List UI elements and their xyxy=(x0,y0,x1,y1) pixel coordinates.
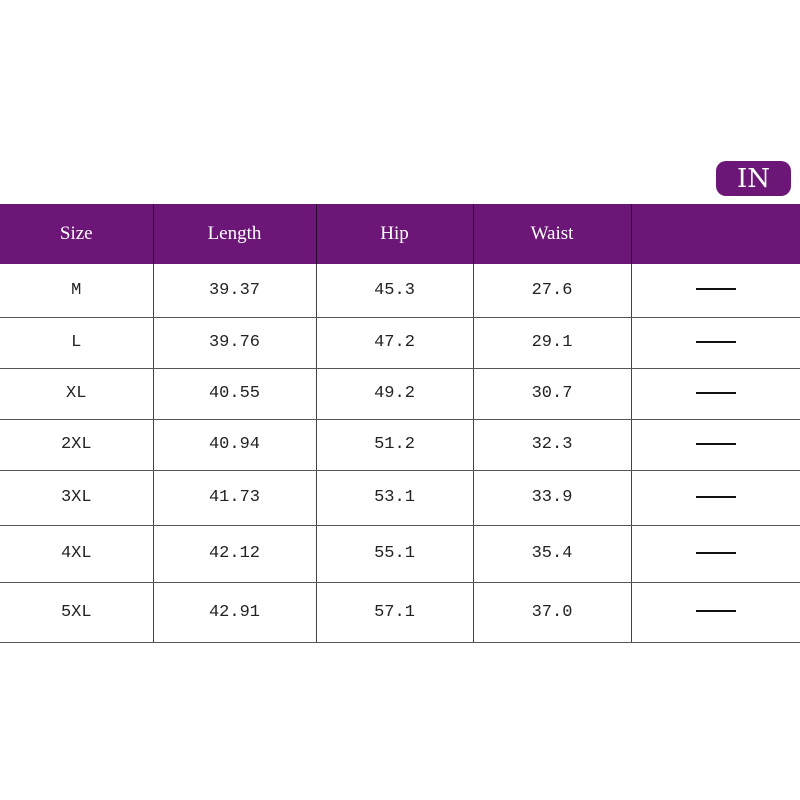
cell-extra xyxy=(630,525,800,583)
cell-extra xyxy=(630,582,800,643)
cell-extra xyxy=(630,317,800,369)
table-row: 3XL 41.73 53.1 33.9 xyxy=(0,470,800,526)
header-size: Size xyxy=(0,204,154,264)
cell-length: 39.76 xyxy=(152,317,317,369)
cell-hip: 55.1 xyxy=(315,525,474,583)
table-row: 4XL 42.12 55.1 35.4 xyxy=(0,525,800,583)
cell-size: 3XL xyxy=(0,470,154,526)
header-empty xyxy=(630,204,800,264)
cell-waist: 33.9 xyxy=(472,470,632,526)
cell-waist: 37.0 xyxy=(472,582,632,643)
header-hip: Hip xyxy=(315,204,474,264)
dash-mark xyxy=(695,551,736,554)
cell-hip: 51.2 xyxy=(315,419,474,471)
dash-mark xyxy=(695,495,736,498)
cell-hip: 49.2 xyxy=(315,368,474,420)
cell-size: 5XL xyxy=(0,582,154,643)
dash-mark xyxy=(695,442,736,445)
cell-size: 2XL xyxy=(0,419,154,471)
cell-extra xyxy=(630,470,800,526)
cell-extra xyxy=(630,419,800,471)
cell-waist: 35.4 xyxy=(472,525,632,583)
cell-size: XL xyxy=(0,368,154,420)
header-length: Length xyxy=(152,204,317,264)
table-row: 5XL 42.91 57.1 37.0 xyxy=(0,582,800,643)
cell-extra xyxy=(630,368,800,420)
cell-size: M xyxy=(0,264,154,318)
dash-mark xyxy=(695,288,736,291)
table-row: XL 40.55 49.2 30.7 xyxy=(0,368,800,420)
cell-waist: 29.1 xyxy=(472,317,632,369)
dash-mark xyxy=(695,391,736,394)
cell-length: 40.55 xyxy=(152,368,317,420)
table-row: M 39.37 45.3 27.6 xyxy=(0,264,800,318)
size-chart-table: Size Length Hip Waist M 39.37 45.3 27.6 L 39.… xyxy=(0,204,800,643)
cell-length: 41.73 xyxy=(152,470,317,526)
cell-length: 40.94 xyxy=(152,419,317,471)
header-row: Size Length Hip Waist xyxy=(0,204,800,264)
cell-hip: 47.2 xyxy=(315,317,474,369)
unit-badge: IN xyxy=(716,161,791,196)
dash-mark xyxy=(695,610,736,613)
dash-mark xyxy=(695,340,736,343)
cell-waist: 32.3 xyxy=(472,419,632,471)
cell-waist: 27.6 xyxy=(472,264,632,318)
cell-extra xyxy=(630,264,800,318)
table-row: L 39.76 47.2 29.1 xyxy=(0,317,800,369)
cell-size: L xyxy=(0,317,154,369)
cell-length: 39.37 xyxy=(152,264,317,318)
cell-hip: 53.1 xyxy=(315,470,474,526)
cell-hip: 57.1 xyxy=(315,582,474,643)
cell-length: 42.91 xyxy=(152,582,317,643)
cell-size: 4XL xyxy=(0,525,154,583)
header-waist: Waist xyxy=(472,204,632,264)
cell-hip: 45.3 xyxy=(315,264,474,318)
table-row: 2XL 40.94 51.2 32.3 xyxy=(0,419,800,471)
cell-length: 42.12 xyxy=(152,525,317,583)
cell-waist: 30.7 xyxy=(472,368,632,420)
